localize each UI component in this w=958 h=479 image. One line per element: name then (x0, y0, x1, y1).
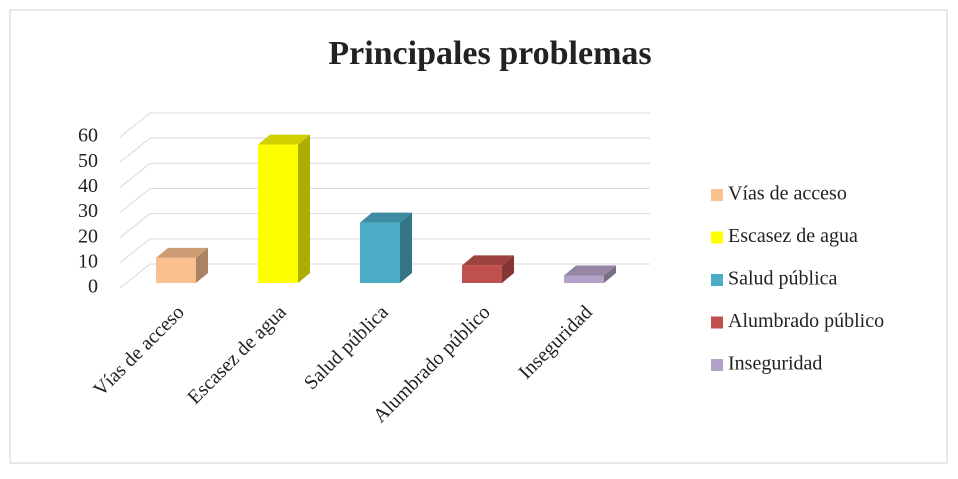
grid-line (119, 162, 650, 188)
legend-swatch (711, 231, 723, 244)
y-tick-label: 60 (78, 125, 98, 147)
legend-label: Alumbrado público (728, 310, 884, 332)
y-tick-label: 10 (78, 250, 98, 272)
grid-line (119, 213, 650, 239)
grid-line (119, 238, 650, 264)
bar-top (360, 212, 412, 223)
legend-swatch (711, 274, 723, 286)
bar (258, 144, 298, 283)
bar-top (462, 255, 514, 266)
bar (360, 222, 400, 283)
legend-label: Vías de acceso (728, 183, 847, 205)
y-tick-label: 40 (78, 175, 98, 197)
bar (462, 265, 502, 283)
bar-top (156, 247, 208, 258)
y-tick-label: 0 (88, 276, 98, 298)
bar-top (564, 265, 616, 276)
bar-side (502, 255, 514, 283)
bar (156, 257, 196, 283)
y-tick-label: 30 (78, 200, 98, 222)
legend-label: Escasez de agua (728, 225, 858, 247)
legend-swatch (711, 189, 723, 201)
bar-top (258, 134, 310, 145)
y-tick-label: 50 (78, 150, 98, 172)
bar-side (196, 247, 208, 283)
legend-swatch (711, 359, 723, 371)
legend-swatch (711, 316, 723, 329)
grid-line (119, 137, 650, 163)
bar-side (604, 265, 616, 283)
legend-label: Salud pública (728, 268, 838, 290)
legend-label: Inseguridad (728, 353, 822, 375)
bar-side (298, 134, 310, 283)
chart-border (9, 9, 948, 464)
bar-side (400, 212, 412, 283)
grid-line (119, 188, 650, 213)
y-tick-label: 20 (78, 225, 98, 247)
chart-title: Principales problemas (328, 35, 651, 72)
grid-line (119, 112, 650, 138)
bar (564, 275, 604, 283)
